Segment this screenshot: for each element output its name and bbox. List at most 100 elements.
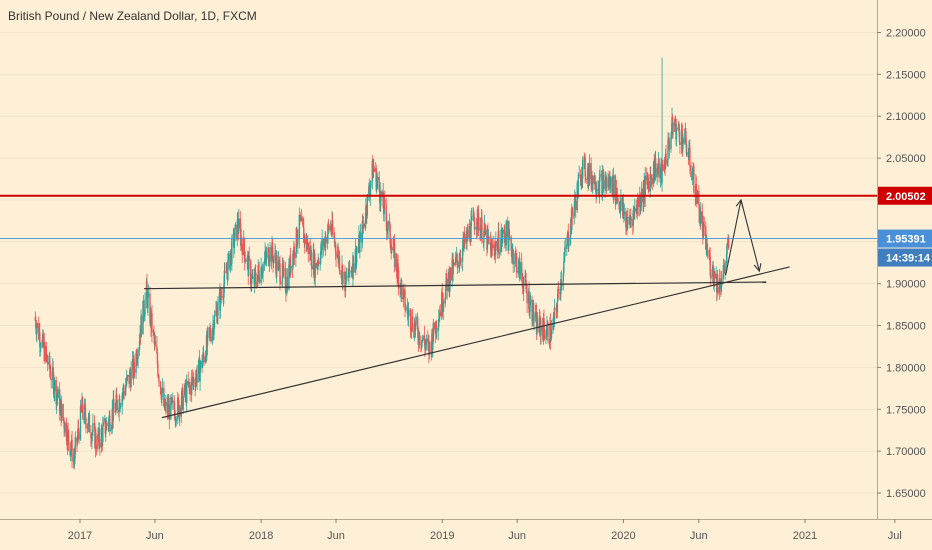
current-price-label: 1.95391: [886, 234, 926, 246]
candle-body: [476, 208, 479, 228]
candle-body: [80, 406, 82, 412]
candle-body: [283, 267, 285, 269]
candle-body: [653, 161, 655, 179]
candle-body: [50, 371, 52, 380]
candle-body: [566, 244, 568, 249]
candle-body: [515, 254, 517, 257]
candle-body: [142, 300, 145, 318]
candle-body: [93, 423, 96, 426]
chart-title: British Pound / New Zealand Dollar, 1D, …: [8, 9, 257, 23]
candle-body: [663, 164, 666, 169]
candle-body: [585, 179, 587, 180]
candle-body: [445, 284, 447, 299]
candle-body: [619, 203, 622, 213]
candle-body: [409, 310, 412, 330]
candle-body: [250, 276, 253, 284]
candle-body: [713, 271, 716, 279]
candle-body: [317, 260, 320, 265]
candle-body: [666, 160, 669, 165]
candle-body: [545, 335, 548, 337]
candle-body: [164, 405, 167, 410]
candle-body: [383, 199, 386, 204]
candle-body: [675, 128, 678, 140]
candle-body: [653, 172, 656, 179]
candle-body: [534, 312, 537, 319]
candle-body: [157, 375, 160, 377]
candle-body: [616, 197, 619, 202]
candle-body: [43, 342, 45, 362]
candle-body: [528, 311, 531, 313]
candle-body: [470, 220, 472, 242]
candle-body: [67, 431, 70, 443]
candle-body: [95, 445, 98, 450]
candle-body: [156, 353, 159, 365]
candle-body: [356, 251, 358, 254]
candle-body: [279, 263, 281, 283]
candle-body: [251, 276, 254, 278]
candle-body: [125, 384, 127, 387]
candle-body: [421, 340, 423, 347]
candle-body: [36, 327, 38, 335]
candle-body: [105, 422, 108, 431]
y-tick-label: 2.05000: [886, 153, 926, 165]
candle-body: [199, 360, 202, 370]
candle-body: [123, 390, 125, 396]
candle-body: [205, 335, 208, 361]
candle-body: [98, 428, 101, 443]
candle-body: [177, 397, 179, 419]
candle-body: [34, 317, 37, 321]
candle-body: [361, 220, 364, 243]
candle-body: [623, 211, 626, 214]
x-tick-label: Jun: [146, 530, 164, 542]
candle-body: [524, 275, 527, 281]
candle-body: [555, 308, 558, 310]
candle-body: [165, 402, 167, 406]
candle-body: [264, 252, 267, 256]
candle-body: [321, 239, 323, 251]
candle-body: [42, 333, 44, 347]
candle-body: [581, 159, 584, 179]
candle-body: [233, 233, 235, 249]
candle-body: [289, 256, 292, 274]
candle-body: [36, 323, 39, 328]
candle-body: [560, 278, 562, 295]
candle-body: [491, 243, 494, 248]
candle-body: [261, 273, 263, 277]
candle-body: [618, 201, 620, 203]
candle-body: [646, 177, 649, 182]
candle-body: [723, 266, 725, 269]
candle-body: [210, 336, 212, 342]
candle-body: [488, 236, 490, 242]
candle-body: [673, 122, 676, 126]
candle-body: [460, 260, 462, 262]
candle-body: [46, 355, 48, 362]
candle-body: [314, 263, 316, 279]
candle-body: [602, 175, 605, 190]
candle-body: [217, 301, 219, 316]
candle-body: [219, 290, 222, 311]
candle-body: [136, 359, 138, 363]
candle-body: [423, 335, 426, 344]
candle-body: [580, 174, 582, 186]
candle-body: [66, 429, 69, 446]
candle-body: [521, 275, 523, 278]
candle-body: [700, 211, 702, 225]
candle-body: [702, 225, 704, 238]
candle-body: [298, 214, 301, 240]
candle-body: [102, 421, 105, 426]
candle-body: [296, 244, 299, 246]
candle-body: [133, 358, 135, 370]
candle-body: [161, 387, 164, 393]
candle-body: [573, 206, 575, 216]
candle-body: [627, 216, 629, 225]
candle-body: [550, 338, 552, 342]
candle-body: [92, 423, 94, 433]
trendline-horizontal-support[interactable]: [144, 281, 767, 290]
y-tick-label: 2.10000: [886, 111, 926, 123]
candle-body: [443, 302, 445, 304]
candle-body: [632, 210, 635, 227]
trendline-rising-support[interactable]: [161, 266, 790, 419]
candle-body: [437, 326, 439, 331]
projection-arrowhead-down: [753, 263, 762, 273]
